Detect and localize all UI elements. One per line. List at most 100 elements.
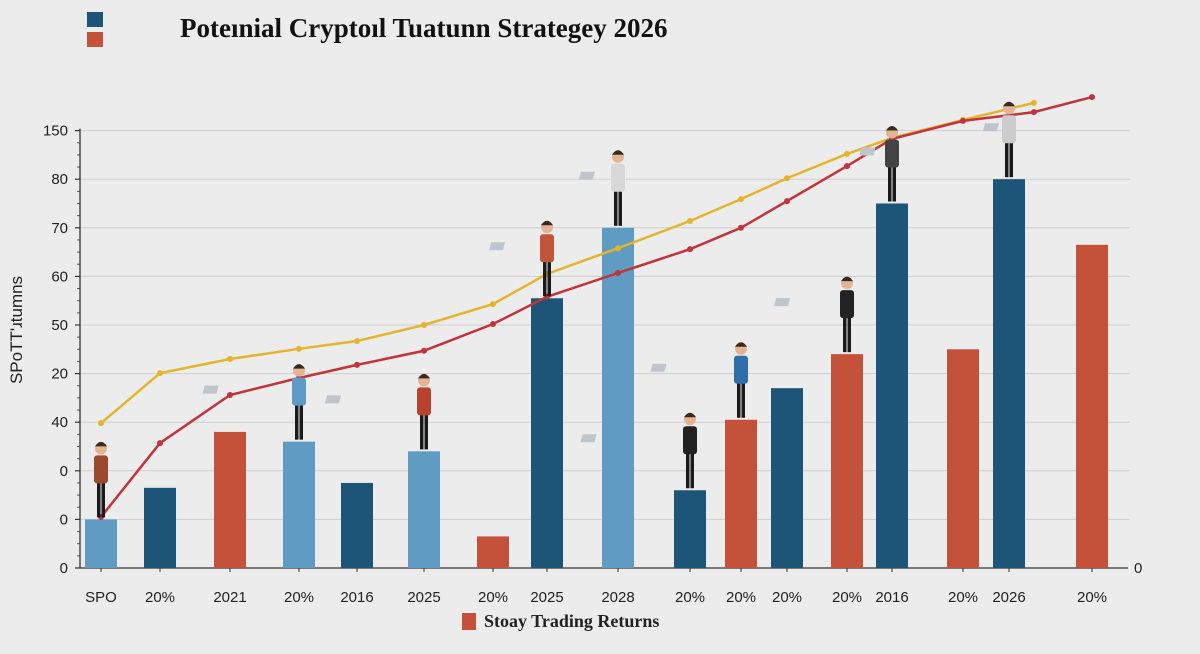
line-point xyxy=(157,440,163,447)
bar xyxy=(144,487,176,568)
x-tick-label: 20% xyxy=(145,589,175,606)
person-figure xyxy=(578,150,625,226)
line-point xyxy=(296,345,302,352)
person-figure xyxy=(982,101,1016,178)
person-leg xyxy=(295,403,299,440)
chart-title: Poteınial Cryptoıl Tuatunn Strategey 202… xyxy=(180,13,668,43)
y-tick-label: 70 xyxy=(51,220,68,237)
bar xyxy=(477,536,509,568)
person-leg xyxy=(1009,141,1013,178)
y-tick-label: 80 xyxy=(51,171,68,188)
person-leg xyxy=(686,452,690,489)
line-point xyxy=(960,117,966,124)
right-axis-label: 0 xyxy=(1134,560,1142,577)
person-hair xyxy=(684,412,696,418)
laptop-icon xyxy=(324,395,342,404)
line-point xyxy=(421,347,427,354)
line-point xyxy=(844,150,850,157)
person-torso xyxy=(734,355,748,384)
person-leg xyxy=(299,403,303,440)
person-hair xyxy=(95,441,107,447)
line-point xyxy=(490,321,496,328)
person-leg xyxy=(614,189,618,226)
y-axis-label: SPoTT'ɹtumns xyxy=(7,276,26,384)
person-leg xyxy=(741,381,745,418)
bar xyxy=(831,354,863,568)
line-point xyxy=(738,224,744,231)
x-tick-label: 2026 xyxy=(992,589,1025,606)
bar xyxy=(85,519,117,568)
person-leg xyxy=(888,165,892,202)
x-tick-label: 20% xyxy=(675,589,705,606)
line-point xyxy=(1030,109,1037,116)
bar xyxy=(993,179,1025,568)
person-figure xyxy=(650,342,748,418)
person-hair xyxy=(886,126,898,131)
person-hair xyxy=(541,220,553,226)
person-torso xyxy=(1002,115,1016,144)
legend-swatch-red xyxy=(87,32,103,47)
bar xyxy=(771,388,803,568)
y-tick-label: 50 xyxy=(51,317,68,334)
line-point xyxy=(738,196,744,203)
bar xyxy=(341,482,373,568)
person-figure xyxy=(859,126,899,202)
line-point xyxy=(844,163,850,170)
bar xyxy=(1076,244,1108,568)
person-leg xyxy=(847,316,851,353)
y-tick-label: 0 xyxy=(60,463,68,480)
y-tick-label: 0 xyxy=(60,511,68,528)
line-point xyxy=(98,420,104,427)
person-leg xyxy=(101,481,105,518)
person-torso xyxy=(840,290,854,319)
person-figure xyxy=(202,364,306,440)
line-point xyxy=(615,245,621,252)
person-hair xyxy=(841,276,853,282)
bar xyxy=(531,298,563,568)
person-leg xyxy=(97,481,101,518)
x-tick-label: 20% xyxy=(948,589,978,606)
bar xyxy=(602,227,634,569)
laptop-icon xyxy=(202,385,219,394)
person-figure xyxy=(580,412,697,489)
line-point xyxy=(1089,94,1095,101)
person-leg xyxy=(618,189,622,226)
laptop-icon xyxy=(578,171,595,180)
laptop-icon xyxy=(488,242,506,251)
x-tick-label: 2021 xyxy=(213,589,246,606)
x-tick-label: 20% xyxy=(1077,589,1107,606)
bar xyxy=(408,451,440,568)
line-point xyxy=(1030,99,1037,106)
person-figure xyxy=(488,220,554,297)
red-line xyxy=(100,95,1093,518)
line-point xyxy=(784,198,790,205)
person-hair xyxy=(293,364,305,369)
y-tick-label: 150 xyxy=(43,123,68,140)
x-tick-label: SPO xyxy=(85,589,117,606)
x-tick-label: 20% xyxy=(478,589,508,606)
legend-swatch xyxy=(462,613,476,630)
person-figure xyxy=(324,373,431,450)
person-leg xyxy=(1005,141,1009,178)
person-leg xyxy=(547,260,551,297)
person-torso xyxy=(417,387,431,416)
y-tick-label: 40 xyxy=(51,414,68,431)
person-hair xyxy=(612,150,624,155)
x-tick-label: 2025 xyxy=(530,589,563,606)
person-leg xyxy=(424,413,428,450)
x-tick-label: 20% xyxy=(284,589,314,606)
person-hair xyxy=(418,373,430,379)
line-point xyxy=(354,338,360,345)
person-leg xyxy=(690,452,694,489)
x-tick-label: 20% xyxy=(726,589,756,606)
person-figure xyxy=(773,276,854,353)
bar xyxy=(674,490,706,568)
line-point xyxy=(615,269,621,276)
legend-label: Stoay Trading Returns xyxy=(484,611,659,631)
bar xyxy=(725,419,757,568)
x-tick-label: 2028 xyxy=(601,589,634,606)
y-tick-label: 0 xyxy=(60,560,68,577)
person-torso xyxy=(540,234,554,263)
x-tick-label: 20% xyxy=(772,589,802,606)
